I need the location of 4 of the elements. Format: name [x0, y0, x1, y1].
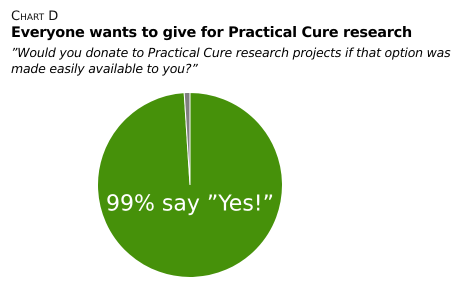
chart-subtitle: Everyone wants to give for Practical Cure research	[11, 25, 412, 41]
text: 99% say ”Yes!”	[106, 192, 274, 217]
text: ”Would you donate to Practical Cure research projects if that option was made easily available to you?”	[11, 45, 451, 77]
chart-title: Chart D	[11, 9, 58, 24]
